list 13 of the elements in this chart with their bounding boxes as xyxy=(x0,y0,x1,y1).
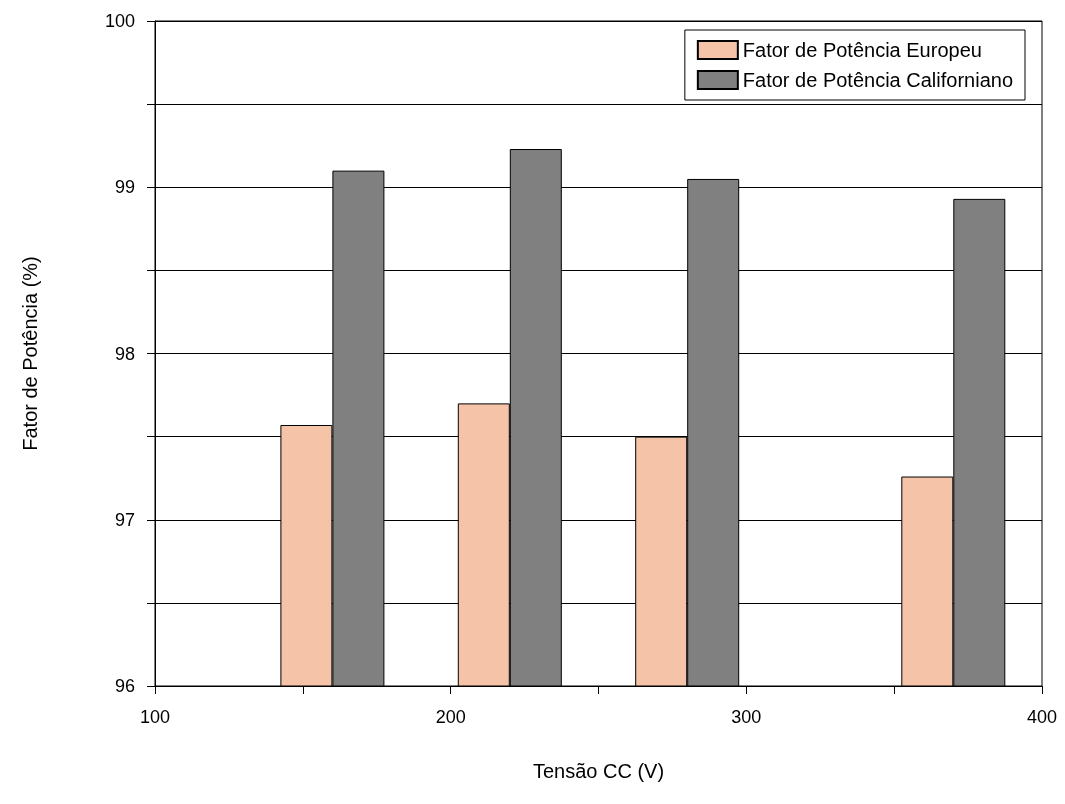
x-axis-title: Tensão CC (V) xyxy=(532,760,665,782)
y-tick-label: 97 xyxy=(114,509,135,530)
y-tick-label: 98 xyxy=(114,343,135,364)
x-tick-label: 100 xyxy=(139,707,171,727)
legend-label: Fator de Potência Californiano xyxy=(742,69,1013,91)
y-axis-title: Fator de Potência (%) xyxy=(19,256,41,451)
x-tick-label: 200 xyxy=(435,707,466,727)
legend-label: Fator de Potência Europeu xyxy=(742,39,982,61)
x-tick-label: 400 xyxy=(1026,707,1058,727)
x-tick-label: 300 xyxy=(731,707,762,727)
y-tick-label: 99 xyxy=(114,177,135,198)
y-tick-label: 96 xyxy=(114,676,135,696)
y-tick-label: 100 xyxy=(104,11,135,31)
